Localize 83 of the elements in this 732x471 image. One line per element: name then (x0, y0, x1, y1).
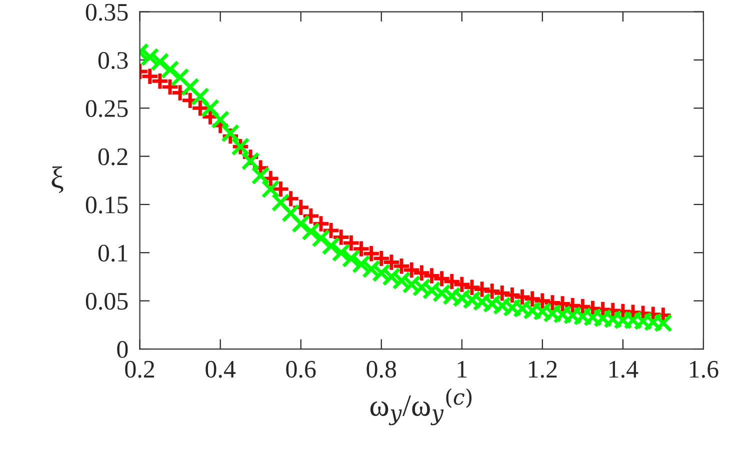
point (452, 288, 472, 308)
point (332, 243, 350, 262)
y-tick-label: 0.3 (98, 52, 128, 69)
y-tick-label: 0.15 (86, 196, 128, 214)
y-axis-title: ξ (52, 166, 64, 194)
point (412, 264, 431, 282)
point (292, 214, 310, 234)
point (553, 294, 572, 314)
x-tick-label: 1.6 (690, 360, 718, 378)
point (241, 152, 260, 170)
x-tick-label: 0.4 (206, 360, 236, 378)
point (462, 290, 482, 310)
point (442, 272, 462, 291)
point (322, 236, 340, 256)
y-tick-label: 0.35 (86, 4, 128, 21)
point (432, 284, 452, 302)
point (281, 204, 300, 222)
x-axis-title: ω$_{y}$/ω$_{y}$$^{(c)}$ (370, 388, 472, 426)
point (482, 282, 502, 301)
point (312, 228, 330, 248)
point (482, 294, 502, 314)
point (472, 280, 492, 299)
point (442, 286, 462, 306)
point (322, 221, 340, 240)
point (512, 288, 532, 306)
point (221, 124, 240, 143)
point (452, 275, 472, 294)
point (362, 244, 381, 263)
point (472, 292, 492, 312)
point (200, 98, 220, 118)
point (210, 110, 230, 130)
point (160, 78, 180, 96)
point (140, 48, 160, 66)
point (402, 260, 421, 280)
point (271, 193, 290, 212)
point (412, 278, 431, 297)
point (502, 286, 522, 304)
y-tick-label: 0 (117, 341, 128, 358)
point (170, 68, 190, 87)
point (352, 239, 371, 258)
point (492, 296, 512, 315)
point (392, 271, 411, 290)
point (342, 234, 361, 252)
point (140, 66, 160, 86)
point (392, 256, 411, 276)
y-tick-label: 0.05 (86, 292, 128, 310)
y-tick-label: 0.2 (98, 148, 128, 166)
point (533, 291, 552, 310)
point (372, 264, 391, 282)
point (261, 180, 280, 198)
x-tick-label: 0.2 (125, 360, 154, 378)
point (312, 214, 330, 234)
point (342, 249, 361, 268)
point (150, 52, 170, 72)
point (180, 78, 200, 96)
point (432, 269, 452, 288)
point (332, 228, 350, 247)
point (190, 87, 210, 106)
point (281, 189, 300, 208)
x-tick-label: 0.6 (286, 360, 316, 378)
x-tick-label: 1 (458, 360, 467, 378)
point (382, 267, 401, 286)
point (523, 290, 542, 308)
point (382, 252, 401, 272)
x-tick-label: 0.8 (366, 360, 396, 378)
point (402, 275, 421, 294)
point (422, 266, 442, 286)
point (462, 278, 482, 297)
point (302, 222, 320, 241)
point (352, 254, 371, 274)
point (492, 284, 512, 302)
point (372, 249, 391, 268)
point (422, 280, 442, 300)
point (302, 206, 320, 226)
point (271, 180, 290, 198)
y-tick-label: 0.1 (98, 244, 128, 262)
y-tick-label: 0.25 (86, 100, 128, 118)
x-tick-label: 1.2 (528, 360, 557, 378)
point (160, 60, 180, 79)
point (150, 72, 170, 90)
x-tick-label: 1.4 (610, 360, 638, 378)
point (251, 166, 270, 185)
point (362, 260, 381, 278)
